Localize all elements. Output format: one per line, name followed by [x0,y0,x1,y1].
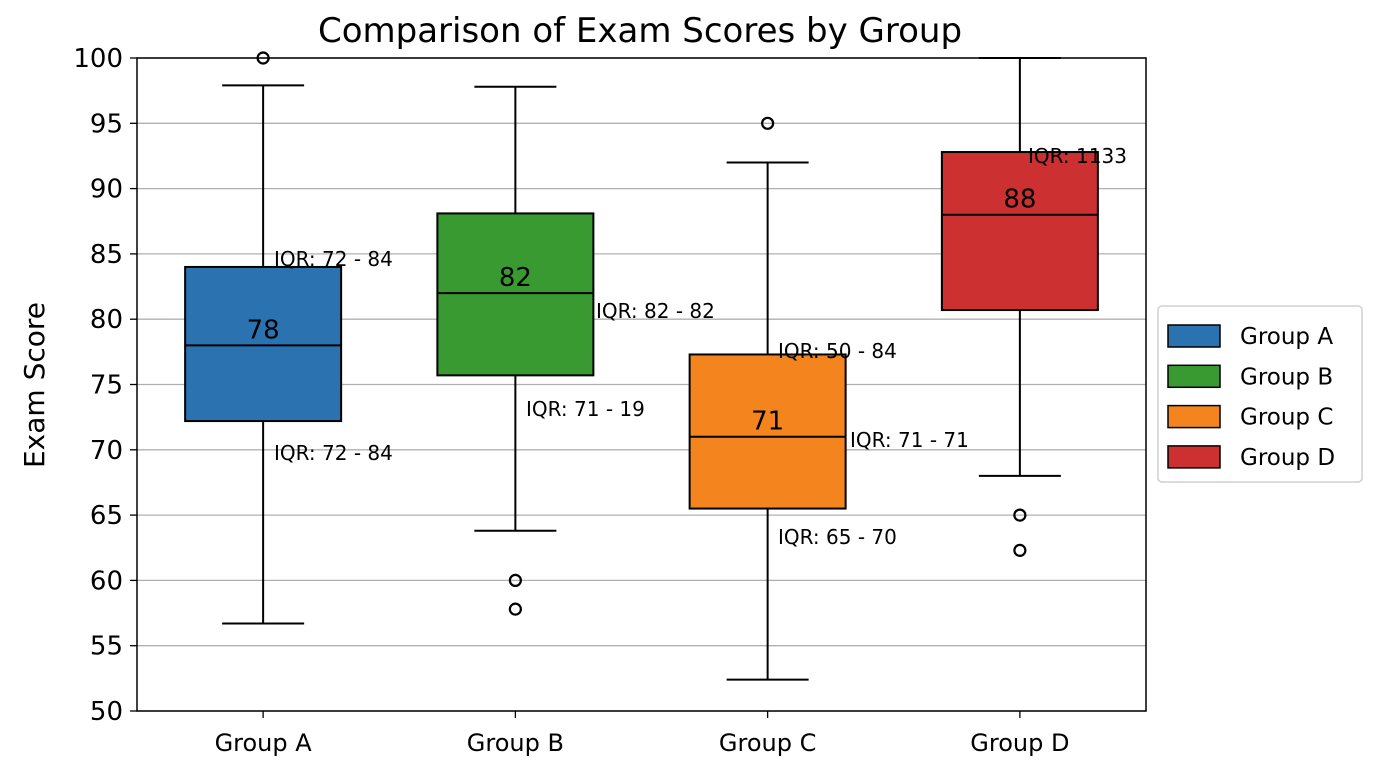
y-tick-label: 85 [90,240,123,270]
iqr-annotation: IQR: 72 - 84 [274,441,393,465]
legend-label: Group C [1240,405,1333,431]
y-tick-label: 65 [90,501,123,531]
iqr-annotation: IQR: 72 - 84 [274,247,393,271]
median-label: 82 [499,263,532,293]
iqr-annotation: IQR: 82 - 82 [596,299,715,323]
legend: Group A Group B Group C Group D [1157,305,1363,483]
median-label: 88 [1003,185,1036,215]
y-tick-label: 95 [90,109,123,139]
iqr-annotation: IQR: 1133 [1028,144,1127,168]
legend-swatch [1167,445,1221,469]
iqr-box [436,212,595,377]
legend-label: Group B [1240,364,1333,390]
y-tick-label: 70 [90,436,123,466]
outlier-point [761,116,775,130]
outlier-point [508,602,522,616]
y-tick-label: 75 [90,371,123,401]
legend-label: Group A [1240,324,1333,350]
iqr-box [184,265,343,423]
legend-swatch [1167,364,1221,389]
iqr-annotation: IQR: 71 - 71 [850,428,969,452]
box-group-b: 82 IQR: 82 - 82 IQR: 71 - 19 [436,85,715,616]
y-tick-label: 60 [90,566,123,596]
x-tick-label: Group B [467,729,564,757]
x-tick-label: Group C [719,729,816,757]
y-tick-label: 55 [90,632,123,662]
outlier-point [508,573,522,588]
box-group-d: 88 IQR: 1133 [940,57,1127,557]
y-tick-label: 90 [90,175,123,205]
median-label: 78 [247,315,280,345]
legend-frame [1157,305,1363,483]
box-group-c: 71 IQR: 50 - 84 IQR: 71 - 71 IQR: 65 - 70 [688,116,969,681]
outlier-point [1013,508,1027,522]
iqr-annotation: IQR: 71 - 19 [526,397,645,421]
outlier-point [1013,543,1027,557]
iqr-box [940,151,1099,312]
y-axis-label: Exam Score [18,302,51,468]
x-tick-label: Group D [970,729,1069,757]
iqr-box [688,353,847,510]
x-tick-label: Group A [215,729,313,757]
box-group-a: 78 IQR: 72 - 84 IQR: 72 - 84 [184,51,393,625]
legend-swatch [1167,324,1221,348]
legend-swatch [1167,404,1221,429]
y-tick-label: 80 [90,305,123,335]
chart-title: Comparison of Exam Scores by Group [318,11,962,51]
legend-label: Group D [1240,445,1335,471]
median-label: 71 [751,407,784,437]
iqr-annotation: IQR: 50 - 84 [778,339,897,363]
y-tick-label: 100 [73,44,123,74]
y-tick-label: 50 [90,697,123,727]
iqr-annotation: IQR: 65 - 70 [778,525,897,549]
